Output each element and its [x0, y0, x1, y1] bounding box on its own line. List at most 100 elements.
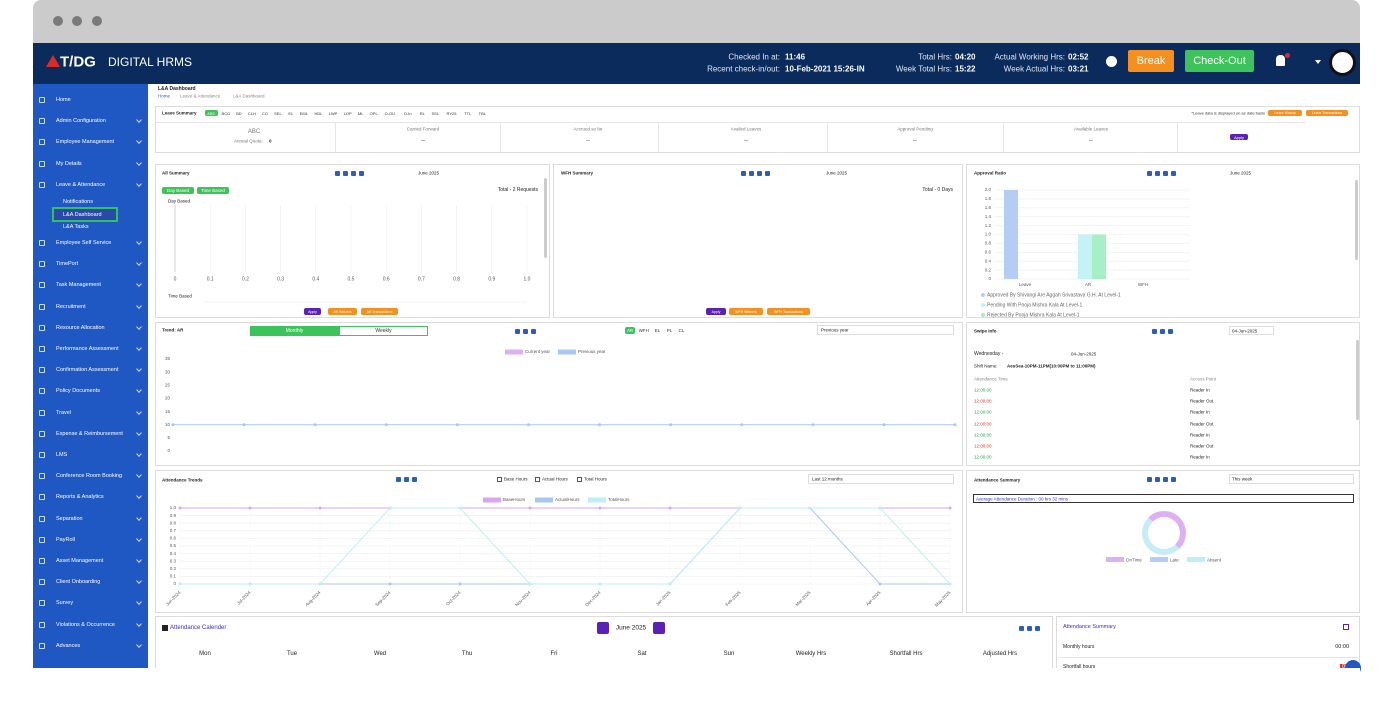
menu-item[interactable]: Task Management — [56, 282, 101, 289]
tab[interactable]: Monthly — [250, 326, 339, 336]
label: 15:22 — [955, 64, 976, 74]
leave-tab[interactable]: SEL — [274, 110, 282, 116]
menu-item[interactable]: My Details — [56, 160, 82, 167]
leave-tab[interactable]: O-OU — [384, 110, 396, 116]
menu-item[interactable]: Resource Allocation — [56, 324, 105, 331]
leave-tab[interactable]: RL — [419, 110, 425, 116]
menu-item[interactable]: Conference Room Booking — [56, 473, 123, 480]
icon — [531, 329, 536, 334]
summary-button[interactable]: AR Transactions — [361, 308, 398, 315]
next-month[interactable] — [653, 622, 665, 634]
leave-tab[interactable]: EML — [299, 110, 308, 116]
label: Attendance Calender — [170, 625, 227, 631]
menu-item[interactable]: Reports & Analytics — [56, 494, 104, 501]
label: Time Based — [168, 293, 192, 299]
leave-tab[interactable]: ML — [357, 110, 364, 116]
leave-tab[interactable]: ABC — [205, 110, 218, 116]
menu-item[interactable]: Leave & Attendance — [56, 181, 106, 188]
apply-button[interactable]: Apply — [1230, 134, 1248, 140]
tab[interactable]: Weekly — [339, 326, 428, 336]
menu-item[interactable]: Asset Management — [56, 558, 104, 564]
select[interactable] — [808, 474, 954, 484]
filter-chip[interactable]: CL — [678, 328, 685, 333]
window-dot — [92, 16, 102, 26]
filter-chip[interactable]: AR — [625, 327, 635, 334]
label: -- — [586, 138, 590, 144]
summary-button[interactable]: AR Waivers — [328, 308, 357, 315]
menu-item[interactable]: Recruitment — [56, 303, 86, 310]
leave-tab[interactable]: RY25 — [446, 110, 457, 116]
submenu-item[interactable]: L&A Tasks — [63, 224, 89, 230]
break-button[interactable]: Break — [1128, 50, 1174, 72]
filter-chip[interactable]: PL — [666, 328, 673, 333]
menu-item[interactable]: TimePort — [56, 261, 79, 268]
leave-tab[interactable]: LOP — [343, 110, 352, 116]
menu-item[interactable]: Travel — [56, 409, 72, 416]
menu-item[interactable]: Separation — [56, 515, 83, 522]
leave-button[interactable]: Leave History — [1268, 110, 1302, 116]
toggle-button[interactable]: Day Based — [162, 187, 194, 194]
menu-item[interactable]: Home — [56, 97, 71, 103]
menu-item[interactable]: Policy Documents — [56, 388, 101, 395]
label: Checked In at: — [728, 52, 780, 62]
menu-item[interactable]: Survey — [56, 600, 74, 607]
leave-tab[interactable]: TTL — [464, 110, 472, 116]
menu-item[interactable]: Violations & Occurrence — [56, 621, 115, 628]
label: WFH Summary — [561, 170, 594, 176]
filter-chip[interactable]: EL — [654, 328, 661, 333]
menu-item[interactable]: Advances — [56, 642, 81, 649]
label: Wed — [373, 651, 387, 657]
leave-tab[interactable]: SSL — [431, 110, 440, 116]
prev-month[interactable] — [597, 622, 609, 634]
label[interactable]: Base Hours — [504, 476, 528, 482]
select[interactable] — [817, 325, 954, 335]
summary-button[interactable]: Apply — [304, 308, 321, 315]
label: Last 12 months — [812, 476, 843, 482]
icon — [1027, 626, 1032, 631]
label[interactable]: Total Hours — [584, 476, 607, 482]
leave-tab[interactable]: HDL — [314, 110, 323, 116]
leave-tab[interactable]: BD — [236, 110, 242, 116]
label[interactable]: Actual Hours — [542, 476, 568, 482]
menu-item[interactable]: Confirmation Assessment — [56, 367, 119, 374]
checkbox — [577, 477, 582, 482]
leave-tab[interactable]: TBL — [478, 110, 486, 116]
menu-item[interactable]: Performance Assessment — [56, 346, 119, 352]
menu-item[interactable]: Employee Self Service — [56, 240, 112, 246]
leave-tab[interactable]: CLH — [247, 110, 256, 116]
label: June 2025 — [615, 624, 647, 632]
menu-item[interactable]: Client Onboarding — [56, 579, 101, 586]
summary-button[interactable]: WFH Waivers — [729, 308, 763, 315]
toggle-button[interactable]: Time Based — [197, 187, 229, 194]
leave-tab[interactable]: CO — [261, 110, 268, 116]
leave-tab[interactable]: OPL — [369, 110, 378, 116]
menu-icon — [39, 367, 45, 374]
date-input[interactable] — [1229, 326, 1274, 335]
submenu-item[interactable]: L&A Dashboard — [63, 211, 102, 218]
menu-item[interactable]: LMS — [56, 452, 68, 458]
submenu-item[interactable]: Notifications — [63, 199, 93, 205]
icon — [412, 477, 417, 482]
leave-tab[interactable]: EL — [288, 110, 294, 116]
leave-tab[interactable]: O-In — [403, 110, 412, 116]
filter-chip[interactable]: WFH — [638, 328, 649, 333]
donut — [1142, 511, 1186, 555]
menu-item[interactable]: Expense & Reimbursement — [56, 430, 123, 437]
menu-item[interactable]: Employee Management — [56, 139, 115, 146]
label: Total - 0 Days — [922, 187, 953, 193]
summary-button[interactable]: Apply — [706, 308, 726, 315]
summary-button[interactable]: WFH Transactions — [767, 308, 810, 315]
leave-tab[interactable]: LWP — [328, 110, 338, 116]
label: Monthly hours — [1063, 644, 1095, 650]
select[interactable] — [1229, 474, 1354, 484]
label: Recent check-in/out: — [707, 64, 780, 74]
breadcrumb-item[interactable]: Home — [158, 93, 171, 99]
label: 12:00:00 — [974, 421, 992, 427]
leave-button[interactable]: Leave Transactions — [1306, 110, 1348, 116]
checkout-button[interactable]: Check-Out — [1185, 50, 1254, 72]
leave-tab[interactable]: BCG — [221, 110, 231, 116]
menu-item[interactable]: PayRoll — [56, 536, 75, 543]
label: Actual Working Hrs: — [994, 52, 1065, 62]
label: 12:00:00 — [974, 443, 992, 449]
menu-item[interactable]: Admin Configuration — [56, 118, 106, 125]
